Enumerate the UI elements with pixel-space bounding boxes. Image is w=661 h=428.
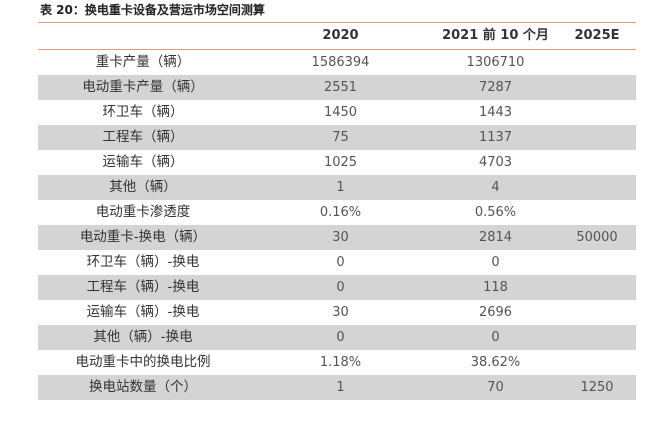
row-label-cell: 电动重卡-换电（辆） <box>79 229 207 245</box>
value-cell-2021: 2696 <box>478 305 513 320</box>
header-cell-2025e: 2025E <box>574 28 620 43</box>
value-cell-2021: 4 <box>491 180 500 195</box>
row-label-cell: 其他（辆） <box>109 179 177 195</box>
table-row: 工程车（辆）-换电 0 118 <box>38 275 636 300</box>
value-cell-2020: 0 <box>336 255 345 270</box>
table-row: 运输车（辆）-换电 30 2696 <box>38 300 636 325</box>
value-cell-2021: 118 <box>483 280 508 295</box>
value-cell-2020: 30 <box>332 230 349 245</box>
table-row: 电动重卡-换电（辆） 30 2814 50000 <box>38 225 636 250</box>
table-row: 工程车（辆） 75 1137 <box>38 125 636 150</box>
row-label-cell: 运输车（辆）-换电 <box>86 304 200 320</box>
row-label-cell: 环卫车（辆） <box>102 104 184 120</box>
value-cell-2020: 1586394 <box>311 55 370 70</box>
table-body: 重卡产量（辆） 1586394 1306710 电动重卡产量（辆） 2551 7287 环卫… <box>38 50 636 400</box>
value-cell-2021: 0 <box>491 330 500 345</box>
row-label-cell: 电动重卡产量（辆） <box>82 79 204 95</box>
row-label-cell: 换电站数量（个） <box>89 379 197 395</box>
row-label-cell: 环卫车（辆）-换电 <box>86 254 200 270</box>
row-label-cell: 重卡产量（辆） <box>95 54 191 70</box>
value-cell-2020: 0 <box>336 330 345 345</box>
value-cell-2020: 0 <box>336 280 345 295</box>
table-row: 换电站数量（个） 1 70 1250 <box>38 375 636 400</box>
table-row: 其他（辆） 1 4 <box>38 175 636 200</box>
table-row: 电动重卡产量（辆） 2551 7287 <box>38 75 636 100</box>
value-cell-2021: 38.62% <box>470 355 521 370</box>
table-row: 电动重卡渗透度 0.16% 0.56% <box>38 200 636 225</box>
value-cell-2021: 0 <box>491 255 500 270</box>
table-header-row: 2020 2021 前 10 个月 2025E <box>38 23 636 50</box>
value-cell-2020: 0.16% <box>319 205 362 220</box>
data-table: 2020 2021 前 10 个月 2025E 重卡产量（辆） 1586394 13… <box>38 23 636 400</box>
value-cell-2020: 2551 <box>323 80 358 95</box>
row-label-cell: 电动重卡渗透度 <box>95 204 191 220</box>
value-cell-2021: 1137 <box>478 130 513 145</box>
value-cell-2020: 1.18% <box>319 355 362 370</box>
value-cell-2020: 1450 <box>323 105 358 120</box>
value-cell-2020: 75 <box>332 130 349 145</box>
value-cell-2021: 70 <box>487 380 504 395</box>
table-row: 环卫车（辆）-换电 0 0 <box>38 250 636 275</box>
value-cell-2025e: 1250 <box>580 380 614 395</box>
row-label-cell: 其他（辆）-换电 <box>93 329 193 345</box>
table-row: 运输车（辆） 1025 4703 <box>38 150 636 175</box>
table-row: 重卡产量（辆） 1586394 1306710 <box>38 50 636 75</box>
value-cell-2025e: 50000 <box>576 230 618 245</box>
value-cell-2021: 7287 <box>478 80 513 95</box>
value-cell-2020: 1 <box>336 380 345 395</box>
value-cell-2021: 1443 <box>478 105 513 120</box>
value-cell-2020: 1025 <box>323 155 358 170</box>
value-cell-2020: 30 <box>332 305 349 320</box>
value-cell-2020: 1 <box>336 180 345 195</box>
table-caption: 表 20：换电重卡设备及营运市场空间测算 <box>40 3 265 17</box>
table-row: 电动重卡中的换电比例 1.18% 38.62% <box>38 350 636 375</box>
header-cell-2020: 2020 <box>322 28 359 43</box>
table-row: 其他（辆）-换电 0 0 <box>38 325 636 350</box>
table-top-rule <box>38 22 636 23</box>
row-label-cell: 电动重卡中的换电比例 <box>75 354 211 370</box>
header-cell-2021: 2021 前 10 个月 <box>442 28 549 43</box>
row-label-cell: 工程车（辆）-换电 <box>86 279 200 295</box>
row-label-cell: 运输车（辆） <box>102 154 184 170</box>
value-cell-2021: 0.56% <box>474 205 517 220</box>
table-row: 环卫车（辆） 1450 1443 <box>38 100 636 125</box>
value-cell-2021: 4703 <box>478 155 513 170</box>
value-cell-2021: 1306710 <box>466 55 525 70</box>
value-cell-2021: 2814 <box>478 230 513 245</box>
row-label-cell: 工程车（辆） <box>102 129 184 145</box>
